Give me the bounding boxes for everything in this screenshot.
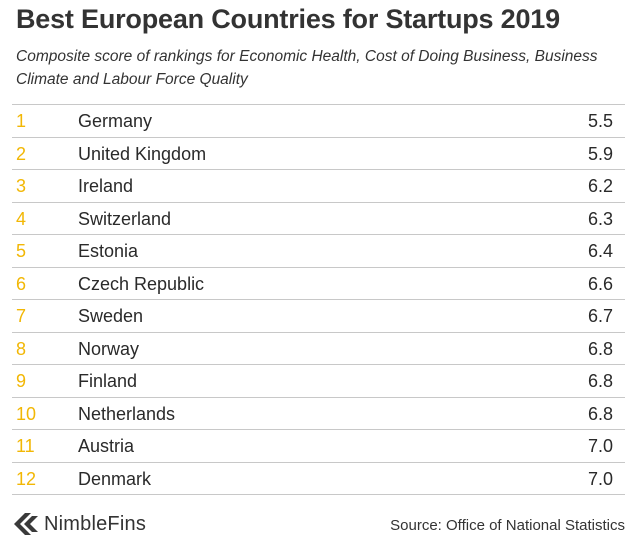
chart-title: Best European Countries for Startups 201… [16,4,560,34]
rank-cell: 10 [16,403,37,424]
country-cell: Finland [78,371,138,391]
score-cell: 7.0 [587,468,613,489]
country-cell: Germany [78,111,153,131]
table-row: 10 Netherlands 6.8 [12,398,625,430]
rank-cell: 4 [16,208,27,229]
table-row: 3 Ireland 6.2 [12,170,625,203]
brand-name: NimbleFins [44,512,147,535]
rank-cell: 9 [16,371,27,391]
score-cell: 5.9 [587,143,613,164]
rank-cell: 11 [16,436,35,456]
country-cell: Norway [78,338,140,359]
country-cell: United Kingdom [78,143,207,164]
ranking-table: 1 Germany 5.5 2 United Kingdom 5.9 3 Ireland 6.2… [12,104,625,495]
table-row: 12 Denmark 7.0 [12,463,625,495]
table-row: 9 Finland 6.8 [12,365,625,398]
score-cell: 6.8 [587,403,613,424]
score-cell: 6.6 [587,273,613,294]
score-cell: 6.8 [587,338,613,359]
country-cell: Denmark [78,468,152,489]
country-cell: Estonia [78,241,139,261]
country-cell: Austria [78,436,135,456]
score-cell: 7.0 [587,436,613,456]
table-row: 8 Norway 6.8 [12,333,625,365]
nimblefins-logo-icon [14,513,38,535]
rank-cell: 7 [16,306,27,326]
score-cell: 6.4 [587,241,613,261]
score-cell: 6.2 [587,176,613,196]
table-row: 11 Austria 7.0 [12,430,625,463]
table-row: 6 Czech Republic 6.6 [12,268,625,300]
rank-cell: 5 [16,241,27,261]
country-cell: Netherlands [78,403,176,424]
table-row: 4 Switzerland 6.3 [12,203,625,235]
score-cell: 6.3 [587,208,613,229]
country-cell: Sweden [78,306,144,326]
table-row: 5 Estonia 6.4 [12,235,625,268]
rank-cell: 3 [16,176,27,196]
chart-subtitle: Composite score of rankings for Economic… [16,48,598,88]
rank-cell: 6 [16,273,27,294]
rank-cell: 8 [16,338,27,359]
rank-cell: 12 [16,468,37,489]
country-cell: Switzerland [78,208,172,229]
rank-cell: 1 [16,111,27,131]
source-note: Source: Office of National Statistics [390,517,625,534]
score-cell: 5.5 [587,111,613,131]
table-row: 1 Germany 5.5 [12,104,625,138]
rank-cell: 2 [16,143,27,164]
score-cell: 6.7 [587,306,613,326]
table-row: 7 Sweden 6.7 [12,300,625,333]
table-row: 2 United Kingdom 5.9 [12,138,625,170]
brand-logo: NimbleFins [12,511,146,537]
score-cell: 6.8 [587,371,613,391]
country-cell: Czech Republic [78,273,205,294]
country-cell: Ireland [78,176,134,196]
